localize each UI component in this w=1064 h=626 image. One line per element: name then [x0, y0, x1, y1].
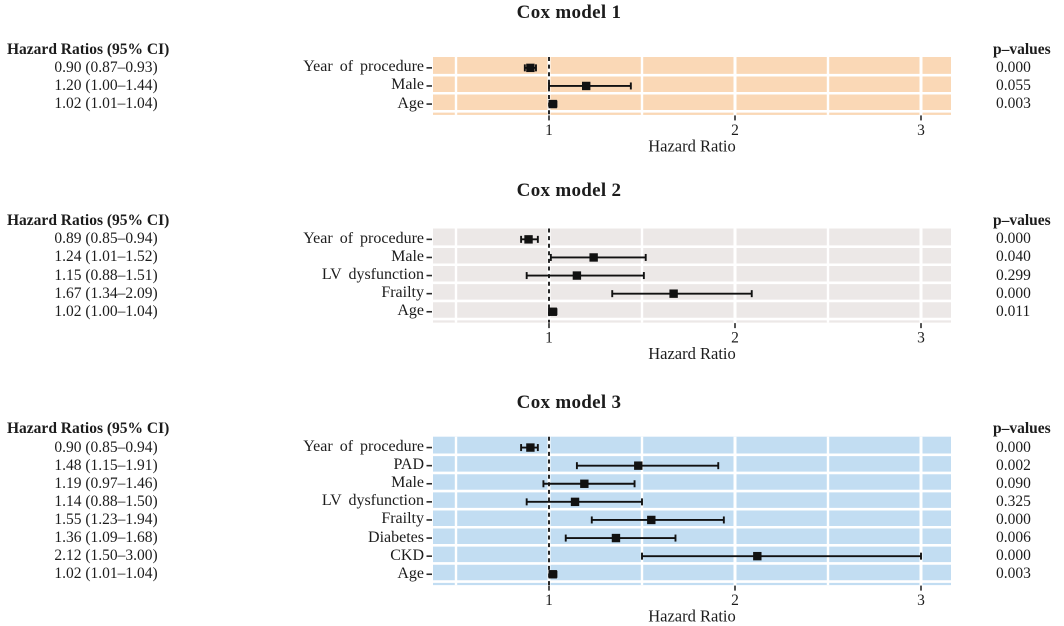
panel-background	[433, 57, 951, 115]
point-estimate-marker	[589, 253, 598, 262]
hr-ci-value: 0.90 (0.85–0.94)	[54, 438, 158, 456]
hr-ci-value: 1.24 (1.01–1.52)	[54, 248, 158, 266]
chart-title: Cox model 3	[516, 391, 622, 413]
p-value: 0.040	[996, 248, 1031, 266]
hr-ci-value: 1.02 (1.01–1.04)	[54, 95, 158, 113]
row-label: CKD	[390, 546, 424, 564]
p-value: 0.000	[996, 58, 1031, 76]
hr-ci-value: 1.48 (1.15–1.91)	[54, 456, 158, 474]
p-value: 0.000	[996, 230, 1031, 248]
row-label: Year of procedure	[303, 58, 424, 76]
row-label: LV dysfunction	[321, 492, 424, 510]
row-label: LV dysfunction	[321, 266, 424, 284]
row-label: Age	[397, 302, 424, 320]
p-value: 0.000	[996, 438, 1031, 456]
hr-ci-value: 2.12 (1.50–3.00)	[54, 547, 158, 565]
point-estimate-marker	[753, 551, 762, 561]
point-estimate-marker	[634, 461, 643, 470]
p-value: 0.011	[996, 302, 1031, 320]
row-label: PAD	[393, 456, 424, 474]
hr-ci-value: 1.20 (1.00–1.44)	[54, 76, 158, 94]
x-axis-title: Hazard Ratio	[648, 607, 736, 626]
hr-ci-value: 1.15 (0.88–1.51)	[54, 266, 158, 284]
row-label: Male	[391, 247, 424, 265]
point-estimate-marker	[526, 63, 535, 73]
row-label: Age	[397, 94, 424, 112]
hr-ci-value: 1.14 (0.88–1.50)	[54, 492, 158, 510]
p-value: 0.000	[996, 284, 1031, 302]
p-value: 0.090	[996, 474, 1031, 492]
x-tick-label: 1	[545, 122, 553, 139]
x-tick-label: 3	[917, 330, 925, 347]
p-value: 0.002	[996, 456, 1031, 474]
p-value: 0.000	[996, 510, 1031, 528]
point-estimate-marker	[526, 443, 535, 452]
x-axis-title: Hazard Ratio	[648, 344, 736, 363]
p-values-header: p–values	[993, 420, 1051, 438]
p-value: 0.003	[996, 565, 1031, 583]
x-tick-label: 2	[731, 122, 739, 139]
row-label: Age	[397, 564, 424, 582]
point-estimate-marker	[548, 307, 557, 316]
x-tick-label: 2	[731, 330, 739, 347]
chart-title: Cox model 1	[516, 2, 622, 23]
hazard-ratios-header: Hazard Ratios (95% CI)	[7, 212, 170, 230]
x-tick-label: 1	[545, 330, 553, 347]
point-estimate-marker	[548, 570, 557, 579]
row-label: Male	[391, 76, 424, 94]
p-value: 0.000	[996, 547, 1031, 565]
point-estimate-marker	[669, 289, 678, 298]
p-value: 0.003	[996, 95, 1031, 113]
x-tick-label: 2	[731, 592, 739, 609]
x-tick-label: 1	[545, 592, 553, 609]
panel-background	[433, 436, 951, 586]
hazard-ratios-header: Hazard Ratios (95% CI)	[7, 40, 170, 58]
p-value: 0.006	[996, 529, 1031, 547]
p-value: 0.299	[996, 266, 1031, 284]
panel-background	[433, 228, 951, 323]
x-tick-label: 3	[917, 122, 925, 139]
row-label: Frailty	[381, 510, 424, 528]
hr-ci-value: 1.67 (1.34–2.09)	[54, 284, 158, 302]
p-values-header: p–values	[993, 40, 1051, 58]
point-estimate-marker	[611, 533, 621, 543]
hr-ci-value: 1.02 (1.01–1.04)	[54, 565, 158, 583]
point-estimate-marker	[580, 479, 589, 488]
row-label: Frailty	[381, 284, 424, 302]
point-estimate-marker	[570, 497, 580, 507]
hr-ci-value: 1.02 (1.00–1.04)	[54, 302, 158, 320]
chart-title: Cox model 2	[516, 180, 622, 201]
x-axis-title: Hazard Ratio	[648, 136, 736, 155]
point-estimate-marker	[582, 81, 591, 91]
point-estimate-marker	[548, 99, 557, 109]
hr-ci-value: 0.90 (0.87–0.93)	[54, 58, 158, 76]
point-estimate-marker	[647, 515, 656, 525]
hr-ci-value: 1.36 (1.09–1.68)	[54, 529, 158, 547]
x-tick-label: 3	[917, 592, 925, 609]
point-estimate-marker	[524, 235, 533, 244]
row-label: Year of procedure	[303, 438, 424, 456]
p-value: 0.055	[996, 76, 1031, 94]
hazard-ratios-header: Hazard Ratios (95% CI)	[7, 420, 170, 438]
p-value: 0.325	[996, 492, 1031, 510]
row-label: Diabetes	[368, 528, 424, 546]
row-label: Year of procedure	[303, 229, 424, 247]
p-values-header: p–values	[993, 212, 1051, 230]
hr-ci-value: 0.89 (0.85–0.94)	[54, 230, 158, 248]
point-estimate-marker	[572, 271, 582, 280]
hr-ci-value: 1.55 (1.23–1.94)	[54, 510, 158, 528]
row-label: Male	[391, 474, 424, 492]
hr-ci-value: 1.19 (0.97–1.46)	[54, 474, 158, 492]
